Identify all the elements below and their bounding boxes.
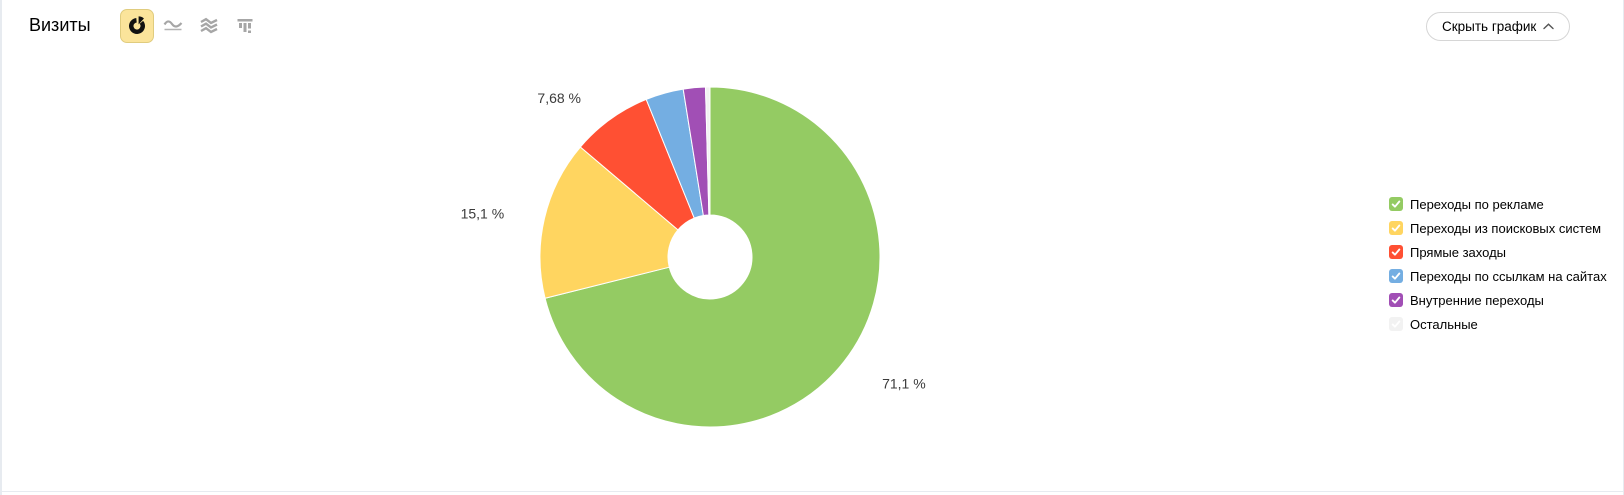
- line-chart-icon: [163, 20, 183, 31]
- checkmark-icon: [1391, 200, 1401, 208]
- checkmark-icon: [1391, 224, 1401, 232]
- legend-checkbox[interactable]: [1389, 197, 1403, 211]
- legend-item-5[interactable]: Остальные: [1389, 312, 1607, 336]
- legend-item-4[interactable]: Внутренние переходы: [1389, 288, 1607, 312]
- pie-slice-percent-label: 71,1 %: [882, 376, 926, 392]
- legend-label: Внутренние переходы: [1410, 292, 1544, 308]
- legend-label: Переходы по ссылкам на сайтах: [1410, 268, 1607, 284]
- panel-bottom-border: [2, 491, 1623, 492]
- legend-label: Прямые заходы: [1410, 244, 1507, 260]
- pie-slice-percent-label: 7,68 %: [537, 90, 581, 106]
- legend-checkbox[interactable]: [1389, 245, 1403, 259]
- bar-chart-icon: [237, 19, 253, 33]
- checkmark-icon: [1391, 320, 1401, 328]
- chevron-up-icon: [1543, 23, 1555, 30]
- chart-type-pie-button[interactable]: [120, 9, 154, 43]
- legend-item-0[interactable]: Переходы по рекламе: [1389, 192, 1607, 216]
- legend-label: Переходы по рекламе: [1410, 196, 1544, 212]
- legend-item-1[interactable]: Переходы из поисковых систем: [1389, 216, 1607, 240]
- checkmark-icon: [1391, 248, 1401, 256]
- chart-type-switcher: [120, 9, 262, 43]
- pie-chart-icon: [128, 16, 145, 34]
- checkmark-icon: [1391, 272, 1401, 280]
- legend-label: Остальные: [1410, 316, 1478, 332]
- stacked-area-icon: [200, 17, 218, 34]
- hide-chart-label: Скрыть график: [1442, 19, 1537, 34]
- legend-item-3[interactable]: Переходы по ссылкам на сайтах: [1389, 264, 1607, 288]
- legend-checkbox[interactable]: [1389, 221, 1403, 235]
- chart-type-line-button[interactable]: [156, 9, 190, 43]
- pie-slice-5[interactable]: [705, 86, 711, 216]
- pie-slice-0[interactable]: [544, 86, 881, 428]
- hide-chart-button[interactable]: Скрыть график: [1426, 12, 1571, 41]
- chart-legend: Переходы по рекламе Переходы из поисковых…: [1389, 192, 1607, 336]
- chart-type-stacked-area-button[interactable]: [192, 9, 226, 43]
- pie-slice-percent-label: 15,1 %: [461, 206, 505, 222]
- checkmark-icon: [1391, 296, 1401, 304]
- legend-item-2[interactable]: Прямые заходы: [1389, 240, 1607, 264]
- legend-label: Переходы из поисковых систем: [1410, 220, 1602, 236]
- chart-type-bar-button[interactable]: [228, 9, 262, 43]
- legend-checkbox[interactable]: [1389, 269, 1403, 283]
- chart-title: Визиты: [29, 15, 91, 35]
- chart-header: Визиты: [2, 0, 1623, 52]
- legend-checkbox[interactable]: [1389, 317, 1403, 331]
- legend-checkbox[interactable]: [1389, 293, 1403, 307]
- pie-slice-1[interactable]: [539, 146, 679, 299]
